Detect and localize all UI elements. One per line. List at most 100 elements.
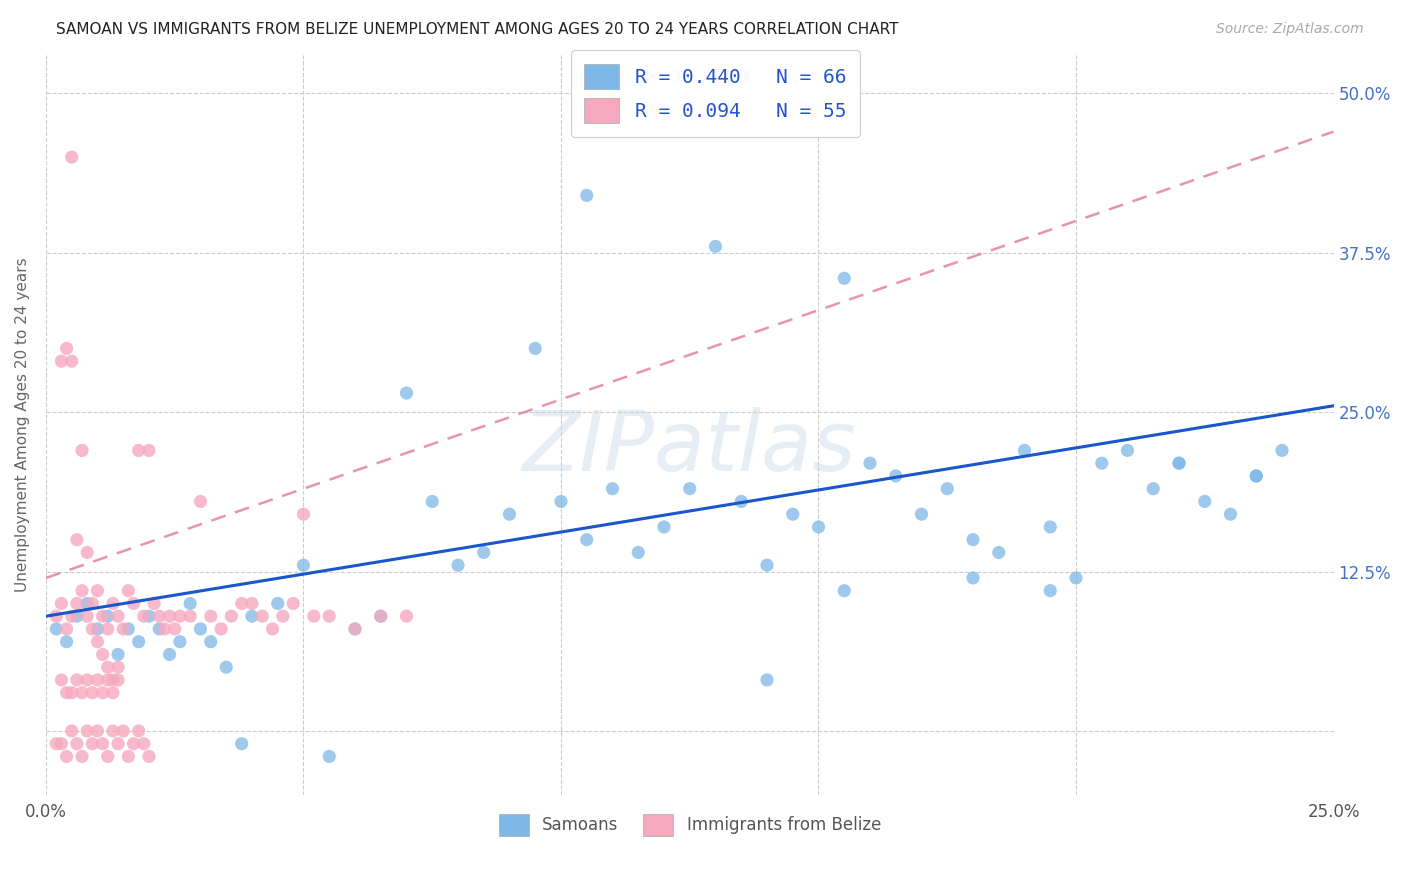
Point bbox=[1271, 443, 1294, 458]
Point bbox=[859, 456, 882, 470]
Point bbox=[82, 622, 104, 636]
Point bbox=[128, 634, 150, 648]
Point bbox=[112, 622, 135, 636]
Point bbox=[51, 597, 73, 611]
Point bbox=[370, 609, 392, 624]
Point bbox=[730, 494, 752, 508]
Point bbox=[1039, 520, 1062, 534]
Point bbox=[66, 609, 89, 624]
Point bbox=[117, 622, 139, 636]
Point bbox=[179, 597, 201, 611]
Point bbox=[575, 188, 598, 202]
Point bbox=[200, 609, 222, 624]
Point bbox=[343, 622, 366, 636]
Point bbox=[1064, 571, 1087, 585]
Point bbox=[55, 749, 77, 764]
Point bbox=[395, 386, 418, 401]
Point bbox=[122, 737, 145, 751]
Point bbox=[86, 723, 108, 738]
Point bbox=[807, 520, 830, 534]
Point bbox=[179, 609, 201, 624]
Point bbox=[76, 723, 98, 738]
Point bbox=[138, 609, 160, 624]
Point bbox=[51, 737, 73, 751]
Point bbox=[107, 737, 129, 751]
Point bbox=[91, 686, 114, 700]
Point bbox=[221, 609, 243, 624]
Point bbox=[70, 443, 93, 458]
Point bbox=[97, 609, 120, 624]
Point bbox=[76, 597, 98, 611]
Point bbox=[60, 723, 83, 738]
Point bbox=[117, 583, 139, 598]
Point bbox=[169, 634, 191, 648]
Point bbox=[343, 622, 366, 636]
Point bbox=[1246, 469, 1268, 483]
Point bbox=[159, 609, 181, 624]
Point bbox=[190, 494, 212, 508]
Point bbox=[271, 609, 294, 624]
Point bbox=[252, 609, 274, 624]
Point bbox=[76, 545, 98, 559]
Point bbox=[153, 622, 176, 636]
Point bbox=[107, 660, 129, 674]
Point bbox=[107, 648, 129, 662]
Point bbox=[302, 609, 325, 624]
Point bbox=[60, 150, 83, 164]
Point bbox=[91, 648, 114, 662]
Point bbox=[1246, 469, 1268, 483]
Point bbox=[45, 622, 67, 636]
Point bbox=[143, 597, 166, 611]
Point bbox=[447, 558, 470, 573]
Point bbox=[107, 609, 129, 624]
Point bbox=[602, 482, 624, 496]
Text: ZIPatlas: ZIPatlas bbox=[523, 407, 856, 488]
Point bbox=[240, 597, 263, 611]
Point bbox=[1142, 482, 1164, 496]
Point bbox=[66, 737, 89, 751]
Text: SAMOAN VS IMMIGRANTS FROM BELIZE UNEMPLOYMENT AMONG AGES 20 TO 24 YEARS CORRELAT: SAMOAN VS IMMIGRANTS FROM BELIZE UNEMPLO… bbox=[56, 22, 898, 37]
Point bbox=[82, 737, 104, 751]
Point bbox=[472, 545, 495, 559]
Point bbox=[1014, 443, 1036, 458]
Point bbox=[117, 749, 139, 764]
Point bbox=[240, 609, 263, 624]
Point bbox=[122, 597, 145, 611]
Point bbox=[55, 342, 77, 356]
Point bbox=[148, 609, 170, 624]
Point bbox=[86, 622, 108, 636]
Point bbox=[66, 597, 89, 611]
Point bbox=[1116, 443, 1139, 458]
Point bbox=[51, 354, 73, 368]
Point bbox=[283, 597, 305, 611]
Point bbox=[112, 723, 135, 738]
Point bbox=[1219, 507, 1241, 521]
Point bbox=[70, 583, 93, 598]
Point bbox=[70, 686, 93, 700]
Point bbox=[231, 597, 253, 611]
Point bbox=[1091, 456, 1114, 470]
Point bbox=[395, 609, 418, 624]
Point bbox=[782, 507, 804, 521]
Point bbox=[159, 648, 181, 662]
Point bbox=[101, 673, 124, 687]
Point bbox=[66, 533, 89, 547]
Point bbox=[756, 558, 779, 573]
Y-axis label: Unemployment Among Ages 20 to 24 years: Unemployment Among Ages 20 to 24 years bbox=[15, 258, 30, 592]
Point bbox=[987, 545, 1010, 559]
Point bbox=[45, 737, 67, 751]
Point bbox=[627, 545, 650, 559]
Point bbox=[66, 673, 89, 687]
Point bbox=[318, 749, 340, 764]
Point bbox=[91, 609, 114, 624]
Point bbox=[55, 686, 77, 700]
Point bbox=[209, 622, 232, 636]
Point bbox=[97, 622, 120, 636]
Point bbox=[575, 533, 598, 547]
Point bbox=[704, 239, 727, 253]
Point bbox=[82, 686, 104, 700]
Point bbox=[128, 443, 150, 458]
Point bbox=[97, 749, 120, 764]
Point bbox=[138, 443, 160, 458]
Point bbox=[91, 737, 114, 751]
